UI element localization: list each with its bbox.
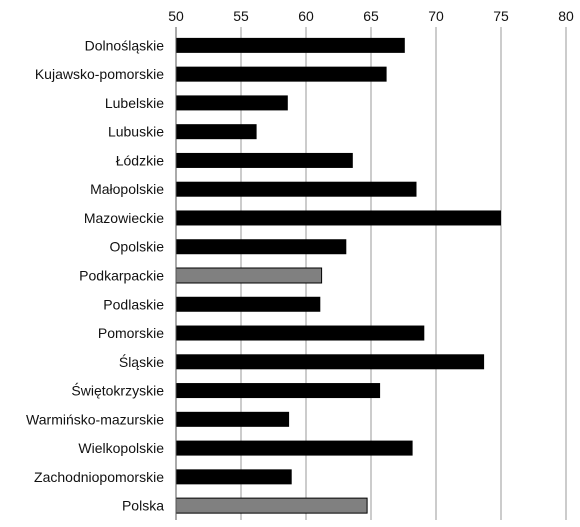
x-tick-label: 80 [558, 8, 574, 24]
category-label: Lubelskie [105, 95, 164, 111]
category-label: Dolnośląskie [85, 37, 165, 53]
x-tick-label: 50 [168, 8, 184, 24]
x-tick-label: 65 [363, 8, 379, 24]
bar [176, 37, 405, 53]
x-tick-label: 75 [493, 8, 509, 24]
bar [176, 296, 321, 312]
category-label: Pomorskie [98, 325, 164, 341]
category-label: Opolskie [110, 239, 165, 255]
category-label: Lubuskie [108, 124, 164, 140]
bar [176, 469, 292, 485]
category-label: Podlaskie [103, 296, 164, 312]
category-label: Wielkopolskie [78, 440, 164, 456]
x-tick-label: 60 [298, 8, 314, 24]
category-label: Mazowieckie [84, 210, 164, 226]
bar [176, 354, 485, 370]
category-label: Warmińsko-mazurskie [26, 411, 164, 427]
bar [176, 95, 288, 111]
category-label: Kujawsko-pomorskie [35, 66, 164, 82]
bar [176, 440, 413, 456]
bar [176, 181, 417, 197]
bar [176, 152, 353, 168]
category-label: Zachodniopomorskie [34, 469, 164, 485]
bar [175, 267, 323, 284]
category-label: Małopolskie [90, 181, 164, 197]
x-tick-label: 70 [428, 8, 444, 24]
bar [176, 325, 425, 341]
bar [176, 239, 347, 255]
category-label: Podkarpackie [79, 268, 164, 284]
bar [176, 383, 381, 399]
bar [176, 124, 257, 140]
category-label: Świętokrzyskie [71, 382, 164, 399]
bar [176, 411, 290, 427]
x-tick-label: 55 [233, 8, 249, 24]
bar [175, 497, 368, 514]
category-label: Polska [122, 498, 164, 514]
category-label: Łódzkie [116, 152, 164, 168]
bar [176, 66, 387, 82]
category-label: Śląskie [119, 353, 164, 370]
bar [176, 210, 501, 226]
